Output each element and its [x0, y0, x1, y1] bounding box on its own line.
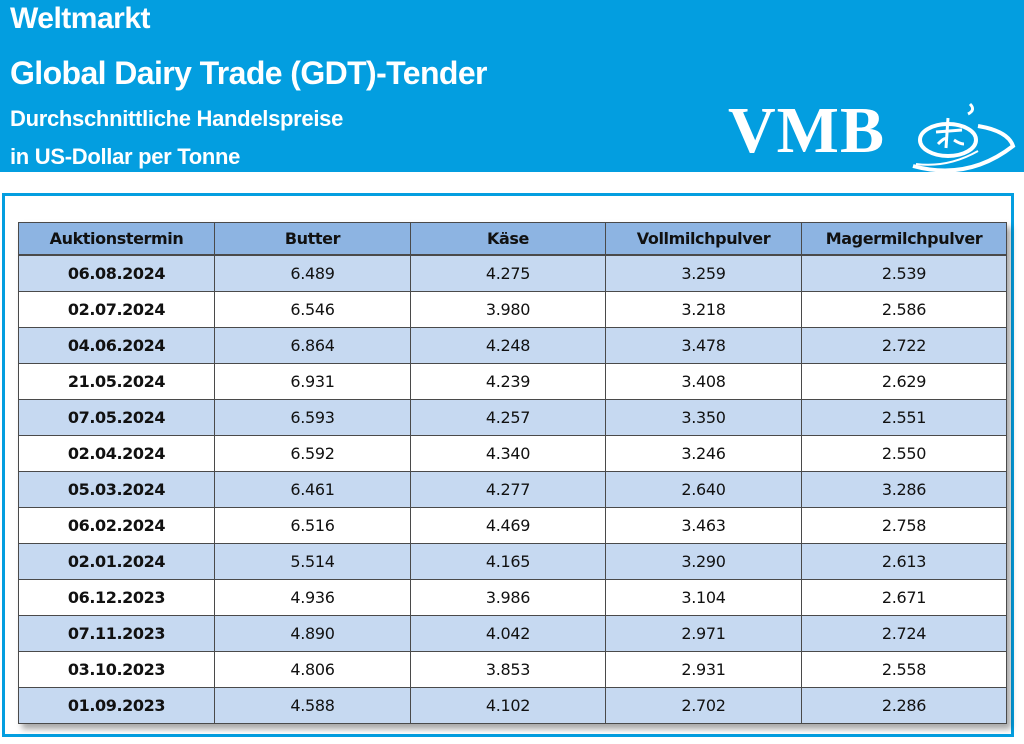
cell-butter-price: 4.588 — [214, 687, 411, 724]
cell-whole-milk-powder-price: 3.259 — [605, 254, 802, 292]
cell-skim-milk-powder-price: 2.586 — [801, 291, 1007, 328]
cell-butter-price: 6.489 — [214, 254, 411, 292]
cell-auction-date: 05.03.2024 — [18, 471, 215, 508]
cell-whole-milk-powder-price: 2.971 — [605, 615, 802, 652]
cell-cheese-price: 4.277 — [410, 471, 606, 508]
cell-whole-milk-powder-price: 3.218 — [605, 291, 802, 328]
cell-skim-milk-powder-price: 2.671 — [801, 579, 1007, 616]
table-row: 06.08.2024 6.489 4.275 3.259 2.539 — [18, 254, 1007, 292]
cell-cheese-price: 4.257 — [410, 399, 606, 436]
cell-auction-date: 06.02.2024 — [18, 507, 215, 544]
cell-auction-date: 01.09.2023 — [18, 687, 215, 724]
cell-cheese-price: 3.853 — [410, 651, 606, 688]
cell-skim-milk-powder-price: 2.539 — [801, 254, 1007, 292]
table-header-row: Auktionstermin Butter Käse Vollmilchpulv… — [18, 222, 1007, 256]
cell-whole-milk-powder-price: 3.350 — [605, 399, 802, 436]
price-table: Auktionstermin Butter Käse Vollmilchpulv… — [18, 222, 1007, 724]
table-row: 07.11.2023 4.890 4.042 2.971 2.724 — [18, 615, 1007, 652]
cell-skim-milk-powder-price: 2.558 — [801, 651, 1007, 688]
table-row: 21.05.2024 6.931 4.239 3.408 2.629 — [18, 363, 1007, 400]
table-row: 06.12.2023 4.936 3.986 3.104 2.671 — [18, 579, 1007, 616]
column-header-butter: Butter — [214, 222, 411, 256]
table-row: 02.01.2024 5.514 4.165 3.290 2.613 — [18, 543, 1007, 580]
cell-skim-milk-powder-price: 2.551 — [801, 399, 1007, 436]
cell-butter-price: 6.864 — [214, 327, 411, 364]
cell-skim-milk-powder-price: 2.286 — [801, 687, 1007, 724]
column-header-cheese: Käse — [410, 222, 606, 256]
table-row: 01.09.2023 4.588 4.102 2.702 2.286 — [18, 687, 1007, 724]
column-header-skim-milk-powder: Magermilchpulver — [801, 222, 1007, 256]
cell-cheese-price: 4.239 — [410, 363, 606, 400]
table-row: 02.04.2024 6.592 4.340 3.246 2.550 — [18, 435, 1007, 472]
cell-auction-date: 06.12.2023 — [18, 579, 215, 616]
cell-cheese-price: 3.980 — [410, 291, 606, 328]
cell-cheese-price: 4.275 — [410, 254, 606, 292]
page-title: Weltmarkt — [10, 2, 151, 35]
cell-auction-date: 21.05.2024 — [18, 363, 215, 400]
cell-skim-milk-powder-price: 2.629 — [801, 363, 1007, 400]
cell-whole-milk-powder-price: 3.104 — [605, 579, 802, 616]
table-row: 06.02.2024 6.516 4.469 3.463 2.758 — [18, 507, 1007, 544]
cell-whole-milk-powder-price: 3.290 — [605, 543, 802, 580]
cell-cheese-price: 4.469 — [410, 507, 606, 544]
cell-auction-date: 02.07.2024 — [18, 291, 215, 328]
cell-whole-milk-powder-price: 2.931 — [605, 651, 802, 688]
cell-cheese-price: 4.102 — [410, 687, 606, 724]
cell-auction-date: 04.06.2024 — [18, 327, 215, 364]
table-row: 02.07.2024 6.546 3.980 3.218 2.586 — [18, 291, 1007, 328]
column-header-whole-milk-powder: Vollmilchpulver — [605, 222, 802, 256]
vmb-swirl-logo-icon — [912, 102, 1016, 173]
cell-whole-milk-powder-price: 2.640 — [605, 471, 802, 508]
logo-text: VMB — [728, 94, 885, 167]
cell-whole-milk-powder-price: 3.478 — [605, 327, 802, 364]
column-header-auction-date: Auktionstermin — [18, 222, 215, 256]
cell-butter-price: 6.461 — [214, 471, 411, 508]
cell-skim-milk-powder-price: 2.722 — [801, 327, 1007, 364]
table-row: 05.03.2024 6.461 4.277 2.640 3.286 — [18, 471, 1007, 508]
cell-skim-milk-powder-price: 2.758 — [801, 507, 1007, 544]
cell-whole-milk-powder-price: 3.463 — [605, 507, 802, 544]
page-unit-subtitle: in US-Dollar per Tonne — [10, 144, 241, 169]
cell-auction-date: 06.08.2024 — [18, 254, 215, 292]
table-row: 03.10.2023 4.806 3.853 2.931 2.558 — [18, 651, 1007, 688]
cell-butter-price: 5.514 — [214, 543, 411, 580]
cell-skim-milk-powder-price: 2.613 — [801, 543, 1007, 580]
cell-auction-date: 07.05.2024 — [18, 399, 215, 436]
page-heading: Global Dairy Trade (GDT)-Tender — [10, 55, 487, 91]
cell-butter-price: 6.546 — [214, 291, 411, 328]
cell-skim-milk-powder-price: 2.724 — [801, 615, 1007, 652]
cell-whole-milk-powder-price: 3.246 — [605, 435, 802, 472]
table-row: 04.06.2024 6.864 4.248 3.478 2.722 — [18, 327, 1007, 364]
header-banner: Weltmarkt Global Dairy Trade (GDT)-Tende… — [0, 0, 1024, 173]
cell-butter-price: 6.516 — [214, 507, 411, 544]
cell-cheese-price: 4.165 — [410, 543, 606, 580]
cell-cheese-price: 4.340 — [410, 435, 606, 472]
cell-auction-date: 07.11.2023 — [18, 615, 215, 652]
cell-butter-price: 4.890 — [214, 615, 411, 652]
cell-cheese-price: 4.248 — [410, 327, 606, 364]
cell-butter-price: 4.806 — [214, 651, 411, 688]
table-row: 07.05.2024 6.593 4.257 3.350 2.551 — [18, 399, 1007, 436]
vmb-logo: VMB — [728, 96, 1018, 176]
cell-cheese-price: 4.042 — [410, 615, 606, 652]
cell-butter-price: 4.936 — [214, 579, 411, 616]
cell-auction-date: 02.01.2024 — [18, 543, 215, 580]
cell-cheese-price: 3.986 — [410, 579, 606, 616]
cell-skim-milk-powder-price: 2.550 — [801, 435, 1007, 472]
page-subtitle: Durchschnittliche Handelspreise — [10, 106, 344, 131]
cell-butter-price: 6.592 — [214, 435, 411, 472]
cell-whole-milk-powder-price: 3.408 — [605, 363, 802, 400]
cell-skim-milk-powder-price: 3.286 — [801, 471, 1007, 508]
cell-auction-date: 03.10.2023 — [18, 651, 215, 688]
cell-butter-price: 6.931 — [214, 363, 411, 400]
cell-auction-date: 02.04.2024 — [18, 435, 215, 472]
cell-whole-milk-powder-price: 2.702 — [605, 687, 802, 724]
cell-butter-price: 6.593 — [214, 399, 411, 436]
